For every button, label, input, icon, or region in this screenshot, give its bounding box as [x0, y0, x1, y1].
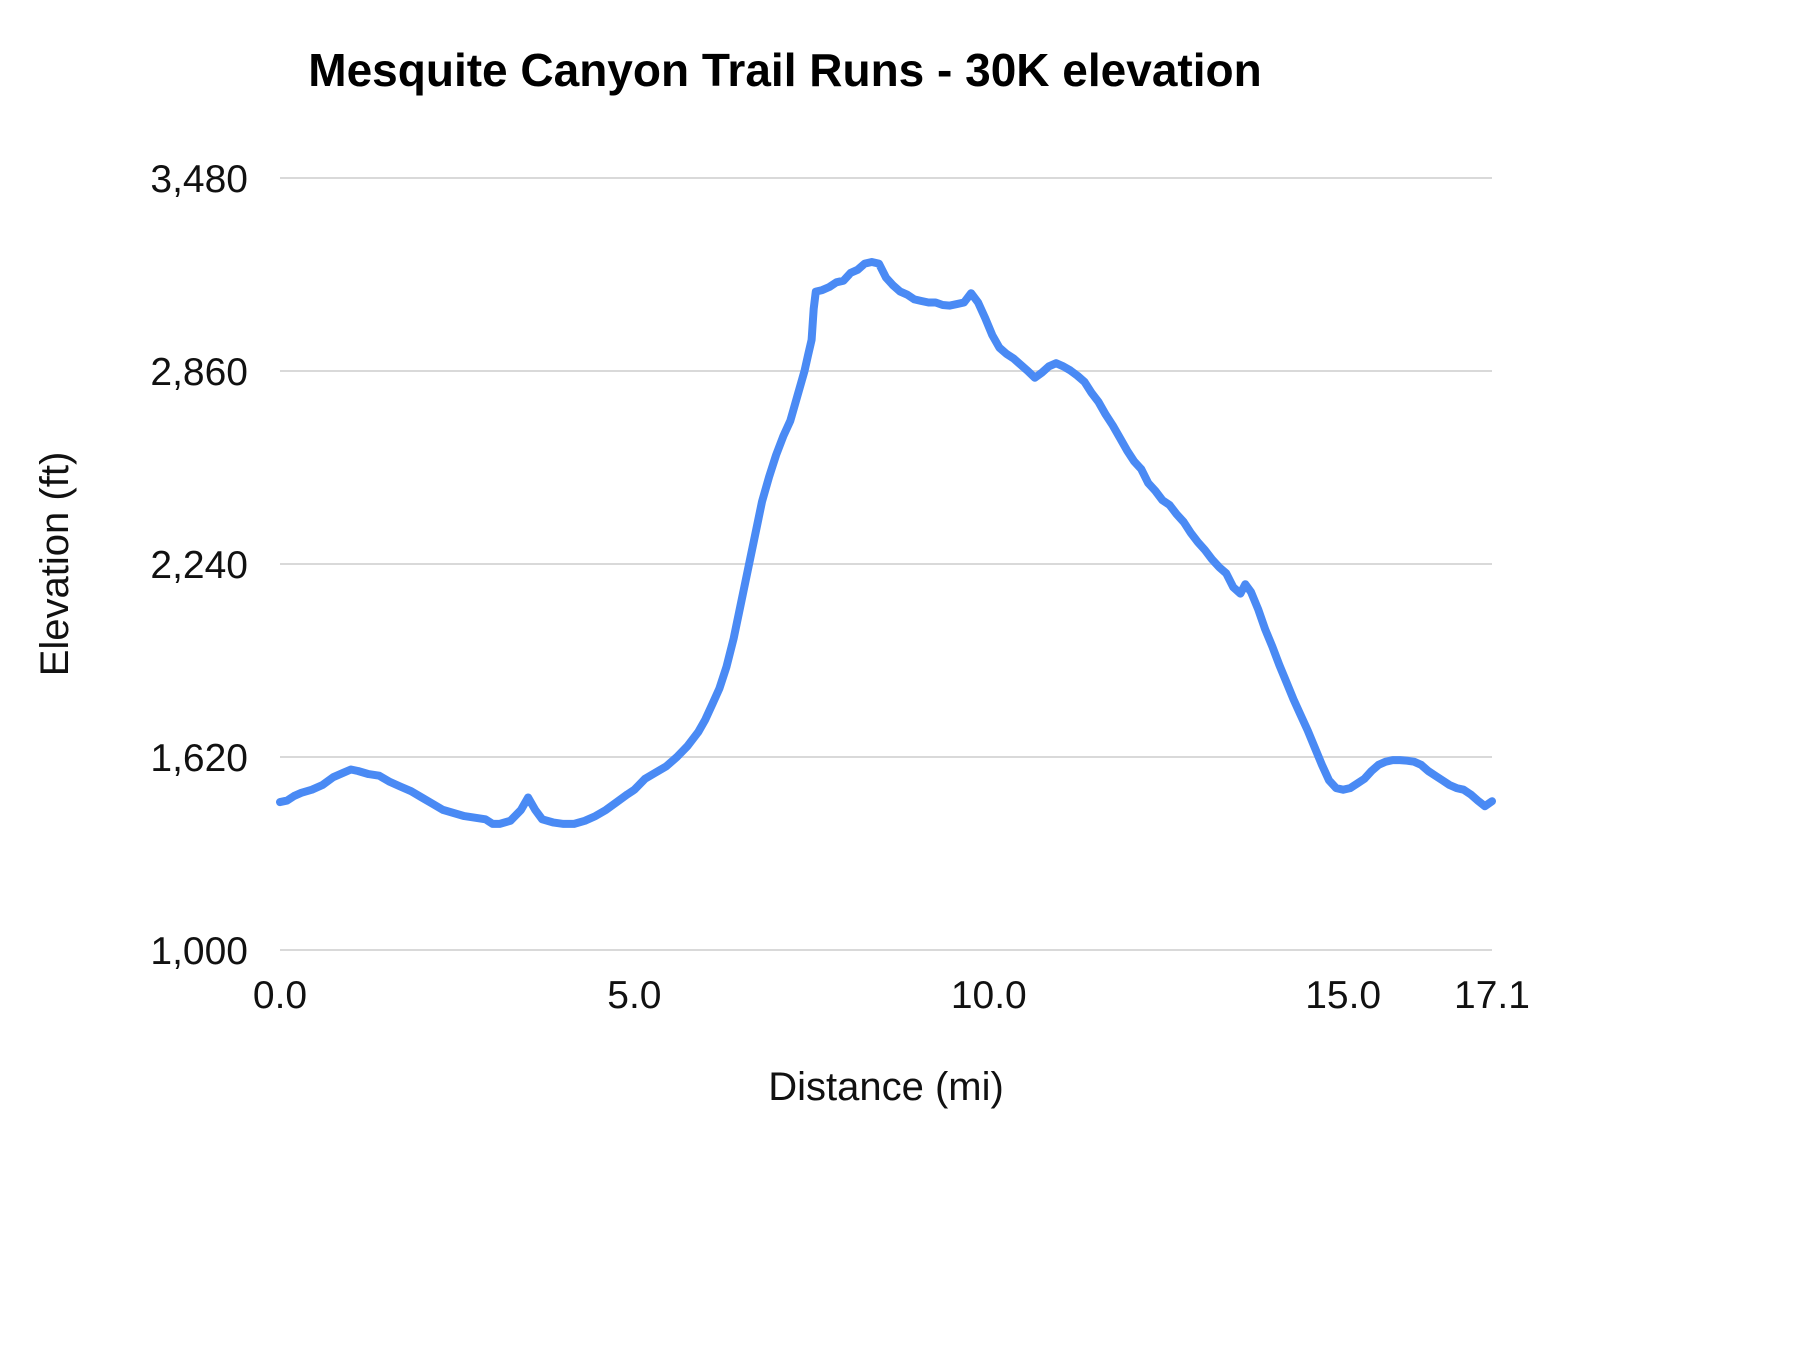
x-tick-label: 15.0	[1305, 974, 1381, 1017]
gridlines	[280, 177, 1492, 951]
elevation-series-line	[276, 258, 1496, 828]
y-axis-title: Elevation (ft)	[33, 452, 77, 677]
y-tick-label: 3,480	[150, 158, 248, 201]
y-tick-label: 1,000	[150, 930, 248, 973]
chart-title: Mesquite Canyon Trail Runs - 30K elevati…	[308, 44, 1261, 96]
x-tick-label: 10.0	[951, 974, 1027, 1017]
x-axis-title: Distance (mi)	[768, 1065, 1004, 1109]
y-axis-tick-labels: 1,000 1,620 2,240 2,860 3,480	[150, 158, 248, 973]
x-tick-label: 17.1	[1454, 974, 1530, 1017]
x-axis-tick-labels: 0.0 5.0 10.0 15.0 17.1	[253, 974, 1530, 1017]
y-tick-label: 1,620	[150, 737, 248, 780]
x-tick-label: 0.0	[253, 974, 307, 1017]
y-tick-label: 2,240	[150, 544, 248, 587]
y-tick-label: 2,860	[150, 351, 248, 394]
x-tick-label: 5.0	[607, 974, 661, 1017]
